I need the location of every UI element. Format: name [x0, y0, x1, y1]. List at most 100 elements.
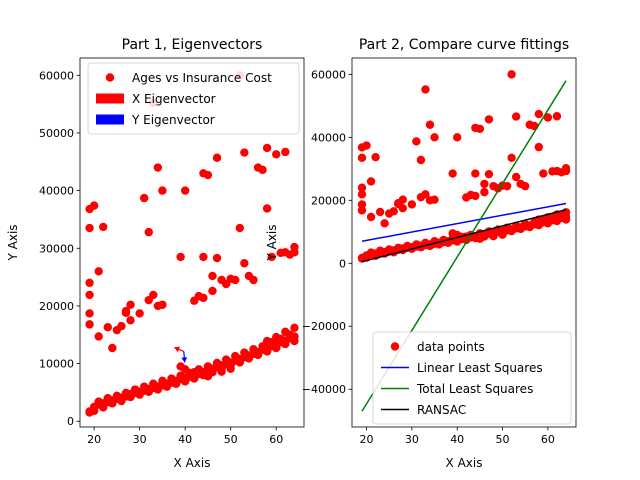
data-point — [158, 300, 167, 309]
data-point — [94, 397, 103, 406]
y-axis-label: Y Axis — [6, 224, 20, 261]
x-tick-label: 20 — [87, 433, 101, 446]
data-point — [394, 243, 403, 253]
data-point — [85, 320, 94, 329]
data-point — [240, 348, 249, 357]
x-axis-label: X Axis — [446, 456, 483, 470]
data-point — [130, 385, 140, 394]
eigenvector-arrowhead — [174, 346, 181, 353]
legend: data points Linear Least Squares Total Lea… — [372, 331, 572, 425]
data-point — [199, 252, 208, 262]
data-point — [180, 186, 190, 195]
data-point — [511, 172, 521, 182]
y-tick-label: 0 — [339, 257, 346, 270]
legend-box — [372, 331, 572, 425]
data-point — [362, 141, 371, 150]
legend-entry: X Eigenvector — [96, 92, 216, 106]
data-point — [162, 382, 172, 391]
chart-1: 20 30 40 50 60 0 10000 20000 30000 40000 50000 6000… — [6, 37, 305, 470]
data-point — [85, 309, 94, 318]
data-point — [534, 109, 544, 119]
data-point — [452, 133, 462, 142]
data-point — [190, 368, 199, 377]
y-tick-label: 40000 — [311, 131, 346, 144]
data-point — [217, 367, 226, 376]
data-point — [407, 200, 417, 209]
data-point — [489, 232, 498, 241]
legend-entry: RANSAC — [381, 403, 466, 417]
data-point — [121, 306, 131, 316]
data-point — [543, 113, 553, 122]
data-point — [511, 112, 521, 121]
data-point — [249, 275, 258, 285]
data-point — [484, 115, 494, 124]
y-tick-label: 60000 — [39, 69, 74, 82]
x-tick-label: 60 — [541, 433, 555, 446]
data-point — [212, 153, 222, 162]
plot-area — [85, 71, 299, 417]
legend-marker — [105, 73, 115, 82]
data-point — [371, 152, 380, 162]
x-tick-label: 30 — [133, 433, 147, 446]
data-point — [430, 133, 439, 142]
chart-2: 20 30 40 50 60 −40000 −20000 0 20000 40000 60000 Pa… — [265, 37, 577, 470]
data-point — [534, 142, 544, 152]
data-point — [290, 323, 299, 333]
data-point — [521, 181, 530, 191]
chart-title: Part 1, Eigenvectors — [122, 37, 263, 53]
legend-entry: data points — [390, 340, 485, 354]
data-point — [389, 207, 398, 216]
data-point — [281, 147, 290, 157]
y-tick-label: −40000 — [302, 383, 346, 396]
data-point — [421, 85, 430, 94]
data-point — [212, 358, 222, 368]
data-point — [375, 207, 385, 217]
data-point — [262, 336, 272, 346]
x-tick-label: 20 — [360, 433, 374, 446]
data-point — [281, 327, 290, 337]
x-tick-label: 50 — [224, 433, 238, 446]
legend-label: Linear Least Squares — [417, 361, 543, 375]
y-tick-label: 30000 — [39, 242, 74, 255]
y-tick-label: 10000 — [39, 358, 74, 371]
data-point — [430, 195, 439, 204]
fit-line — [361, 209, 567, 263]
legend-entry: Ages vs Insurance Cost — [105, 71, 272, 85]
legend-entry: Y Eigenvector — [96, 113, 215, 127]
data-point — [139, 382, 149, 391]
data-point — [203, 362, 213, 371]
data-point — [471, 169, 480, 178]
data-point — [421, 190, 430, 199]
data-point — [357, 206, 367, 215]
legend-label: data points — [417, 340, 485, 354]
y-tick-label: 20000 — [39, 300, 74, 313]
data-point — [272, 332, 281, 342]
x-tick-label: 30 — [405, 433, 419, 446]
data-point — [144, 227, 153, 237]
data-point — [507, 153, 516, 163]
legend-label: X Eigenvector — [132, 92, 216, 106]
data-point — [117, 321, 126, 331]
data-point — [480, 179, 489, 189]
y-tick-label: 60000 — [311, 68, 346, 81]
eigenvector-arrowhead — [181, 357, 188, 363]
data-point — [180, 377, 190, 386]
x-tick-label: 40 — [178, 433, 192, 446]
data-point — [226, 364, 235, 373]
data-point — [94, 332, 103, 341]
data-point — [126, 316, 135, 325]
data-point — [99, 222, 108, 232]
fit-line — [361, 202, 567, 242]
data-point — [108, 343, 117, 353]
data-point — [208, 286, 217, 296]
data-point — [99, 403, 108, 412]
legend-label: Total Least Squares — [416, 382, 533, 396]
data-point — [425, 120, 435, 129]
data-point — [290, 242, 299, 252]
data-point — [139, 193, 149, 203]
data-point — [398, 195, 407, 204]
data-point — [89, 406, 99, 416]
data-point — [121, 388, 131, 398]
y-tick-label: 40000 — [39, 185, 74, 198]
